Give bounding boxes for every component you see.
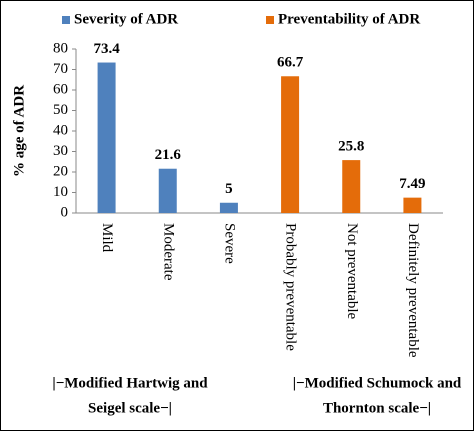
bar: [281, 76, 300, 213]
data-label: 66.7: [277, 55, 304, 71]
y-tick-label: 70: [53, 61, 68, 77]
legend-label: Preventability of ADR: [278, 11, 420, 27]
y-tick-label: 30: [53, 143, 68, 159]
data-label: 7.49: [399, 176, 425, 192]
x-tick-label: Severe: [221, 223, 237, 264]
y-tick-label: 80: [53, 40, 68, 56]
bar: [219, 202, 238, 213]
legend-label: Severity of ADR: [74, 11, 178, 27]
group-label: Thornton scale−|: [323, 400, 431, 416]
group-label: |−Modified Schumock and: [293, 375, 462, 391]
legend-swatch: [266, 16, 274, 24]
group-label: Seigel scale−|: [88, 400, 172, 416]
legend-swatch: [62, 16, 70, 24]
x-tick-label: Mild: [99, 223, 115, 253]
x-tick-label: Probably preventable: [283, 223, 299, 351]
bar: [403, 197, 422, 213]
y-axis-label: % age of ADR: [11, 85, 27, 177]
bar: [158, 168, 177, 213]
y-tick-label: 40: [53, 122, 68, 138]
x-tick-label: Not preventable: [344, 223, 360, 320]
bar: [342, 160, 361, 213]
data-label: 21.6: [155, 147, 182, 163]
x-tick-label: Definitely preventable: [405, 223, 421, 358]
data-label: 73.4: [93, 41, 120, 57]
bar: [97, 62, 116, 213]
y-tick-label: 10: [53, 184, 68, 200]
y-tick-label: 60: [53, 81, 68, 97]
y-tick-label: 50: [53, 102, 68, 118]
y-tick-label: 20: [53, 163, 68, 179]
x-tick-label: Moderate: [160, 223, 176, 281]
data-label: 25.8: [338, 139, 364, 155]
data-label: 5: [225, 181, 233, 197]
y-tick-label: 0: [61, 204, 69, 220]
group-label: |−Modified Hartwig and: [52, 375, 208, 391]
